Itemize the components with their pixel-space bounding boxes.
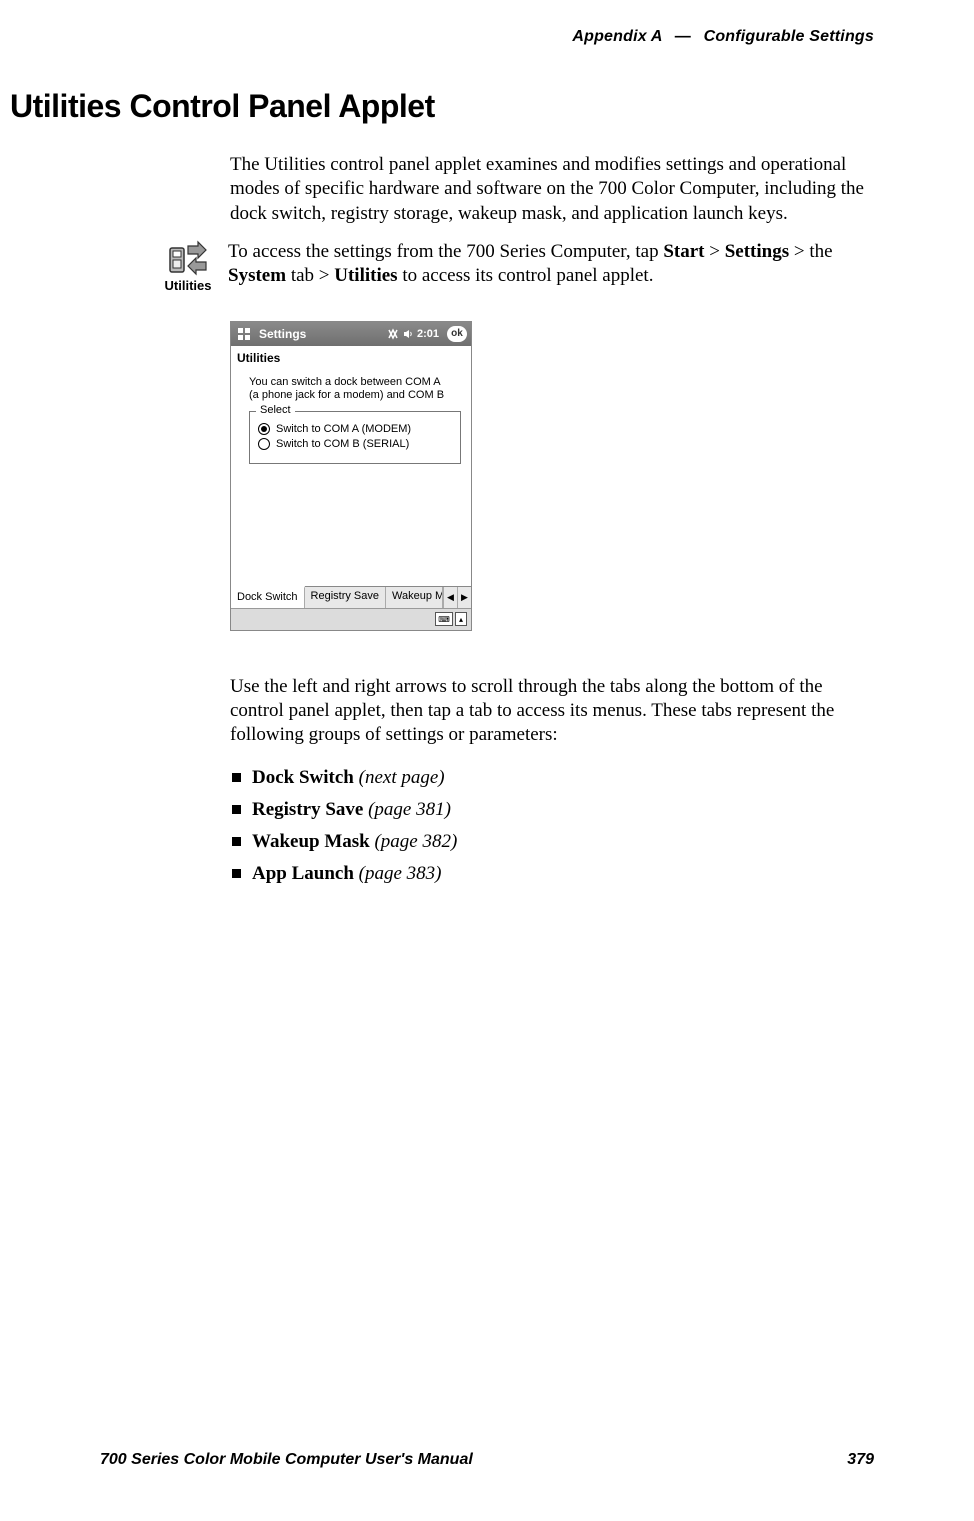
intro-paragraph: The Utilities control panel applet exami… (230, 153, 874, 226)
list-italic: (page 382) (370, 831, 458, 852)
dash: — (667, 28, 699, 45)
radio-com-b-label: Switch to COM B (SERIAL) (276, 438, 409, 450)
page-title: Utilities Control Panel Applet (10, 88, 874, 125)
access-pre: To access the settings from the 700 Seri… (228, 241, 663, 262)
page: Appendix A — Configurable Settings Utili… (0, 0, 974, 1521)
select-groupbox: Select Switch to COM A (MODEM) Switch to… (249, 411, 461, 464)
group-legend: Select (256, 404, 295, 416)
ppc-desc-line2: (a phone jack for a modem) and COM B (249, 389, 444, 401)
list-italic: (next page) (354, 767, 445, 788)
footer-manual-title: 700 Series Color Mobile Computer User's … (100, 1451, 473, 1469)
utilities-icon-label: Utilities (160, 278, 216, 293)
access-system: System (228, 265, 286, 286)
utilities-icon-cell: Utilities (160, 240, 216, 293)
ppc-content: You can switch a dock between COM A (a p… (231, 368, 471, 586)
access-gt1: > (705, 241, 725, 262)
access-row: Utilities To access the settings from th… (100, 240, 874, 303)
start-flag-icon[interactable] (235, 326, 253, 342)
list-bold: Dock Switch (252, 767, 354, 788)
speaker-icon (403, 329, 413, 339)
section-label: Configurable Settings (704, 28, 874, 45)
radio-com-a-label: Switch to COM A (MODEM) (276, 423, 411, 435)
screenshot-container: Settings 2:01 ok Utilities You can switc… (230, 321, 874, 631)
ppc-title: Settings (259, 327, 387, 341)
ppc-status-icons: 2:01 ok (387, 326, 467, 342)
list-italic: (page 381) (363, 799, 451, 820)
running-header: Appendix A — Configurable Settings (100, 28, 874, 46)
access-paragraph: To access the settings from the 700 Seri… (228, 240, 874, 289)
keyboard-icon[interactable]: ⌨ (435, 612, 453, 626)
page-footer: 700 Series Color Mobile Computer User's … (100, 1451, 874, 1469)
access-utilities: Utilities (334, 265, 397, 286)
list-bold: Wakeup Mask (252, 831, 370, 852)
access-start: Start (663, 241, 704, 262)
list-item: App Launch (page 383) (230, 858, 874, 890)
ppc-tabstrip: Dock Switch Registry Save Wakeup Mas ◀ ▶ (231, 586, 471, 608)
list-italic: (page 383) (354, 863, 442, 884)
pocketpc-window: Settings 2:01 ok Utilities You can switc… (230, 321, 472, 631)
connectivity-icon (387, 328, 399, 340)
tab-scroll-arrows: ◀ ▶ (443, 587, 471, 608)
access-mid: tab > (286, 265, 334, 286)
ppc-apptitle: Utilities (231, 346, 471, 368)
ppc-clock: 2:01 (417, 328, 439, 340)
sip-up-arrow-icon[interactable]: ▴ (455, 612, 467, 626)
ppc-desc-line1: You can switch a dock between COM A (249, 376, 441, 388)
access-gt2: > the (789, 241, 832, 262)
tab-arrow-right[interactable]: ▶ (457, 587, 471, 608)
ppc-titlebar: Settings 2:01 ok (231, 322, 471, 346)
list-item: Dock Switch (next page) (230, 762, 874, 794)
tab-registry-save[interactable]: Registry Save (305, 587, 386, 608)
access-post: to access its control panel applet. (398, 265, 654, 286)
tab-arrow-left[interactable]: ◀ (443, 587, 457, 608)
settings-groups-list: Dock Switch (next page) Registry Save (p… (230, 762, 874, 891)
list-item: Registry Save (page 381) (230, 794, 874, 826)
ppc-bottombar: ⌨ ▴ (231, 608, 471, 630)
tab-dock-switch[interactable]: Dock Switch (231, 586, 305, 608)
footer-page-number: 379 (847, 1451, 874, 1469)
radio-com-b[interactable] (258, 438, 270, 450)
ppc-description: You can switch a dock between COM A (a p… (249, 376, 461, 404)
post-screenshot-paragraph: Use the left and right arrows to scroll … (230, 675, 874, 748)
radio-row-com-a[interactable]: Switch to COM A (MODEM) (258, 423, 452, 435)
access-settings: Settings (725, 241, 789, 262)
list-bold: Registry Save (252, 799, 363, 820)
utilities-icon (168, 240, 208, 276)
appendix-label: Appendix A (572, 28, 662, 45)
list-item: Wakeup Mask (page 382) (230, 826, 874, 858)
tab-wakeup-mask[interactable]: Wakeup Mas (386, 587, 443, 608)
radio-row-com-b[interactable]: Switch to COM B (SERIAL) (258, 438, 452, 450)
radio-com-a[interactable] (258, 423, 270, 435)
list-bold: App Launch (252, 863, 354, 884)
ok-button[interactable]: ok (447, 326, 467, 342)
